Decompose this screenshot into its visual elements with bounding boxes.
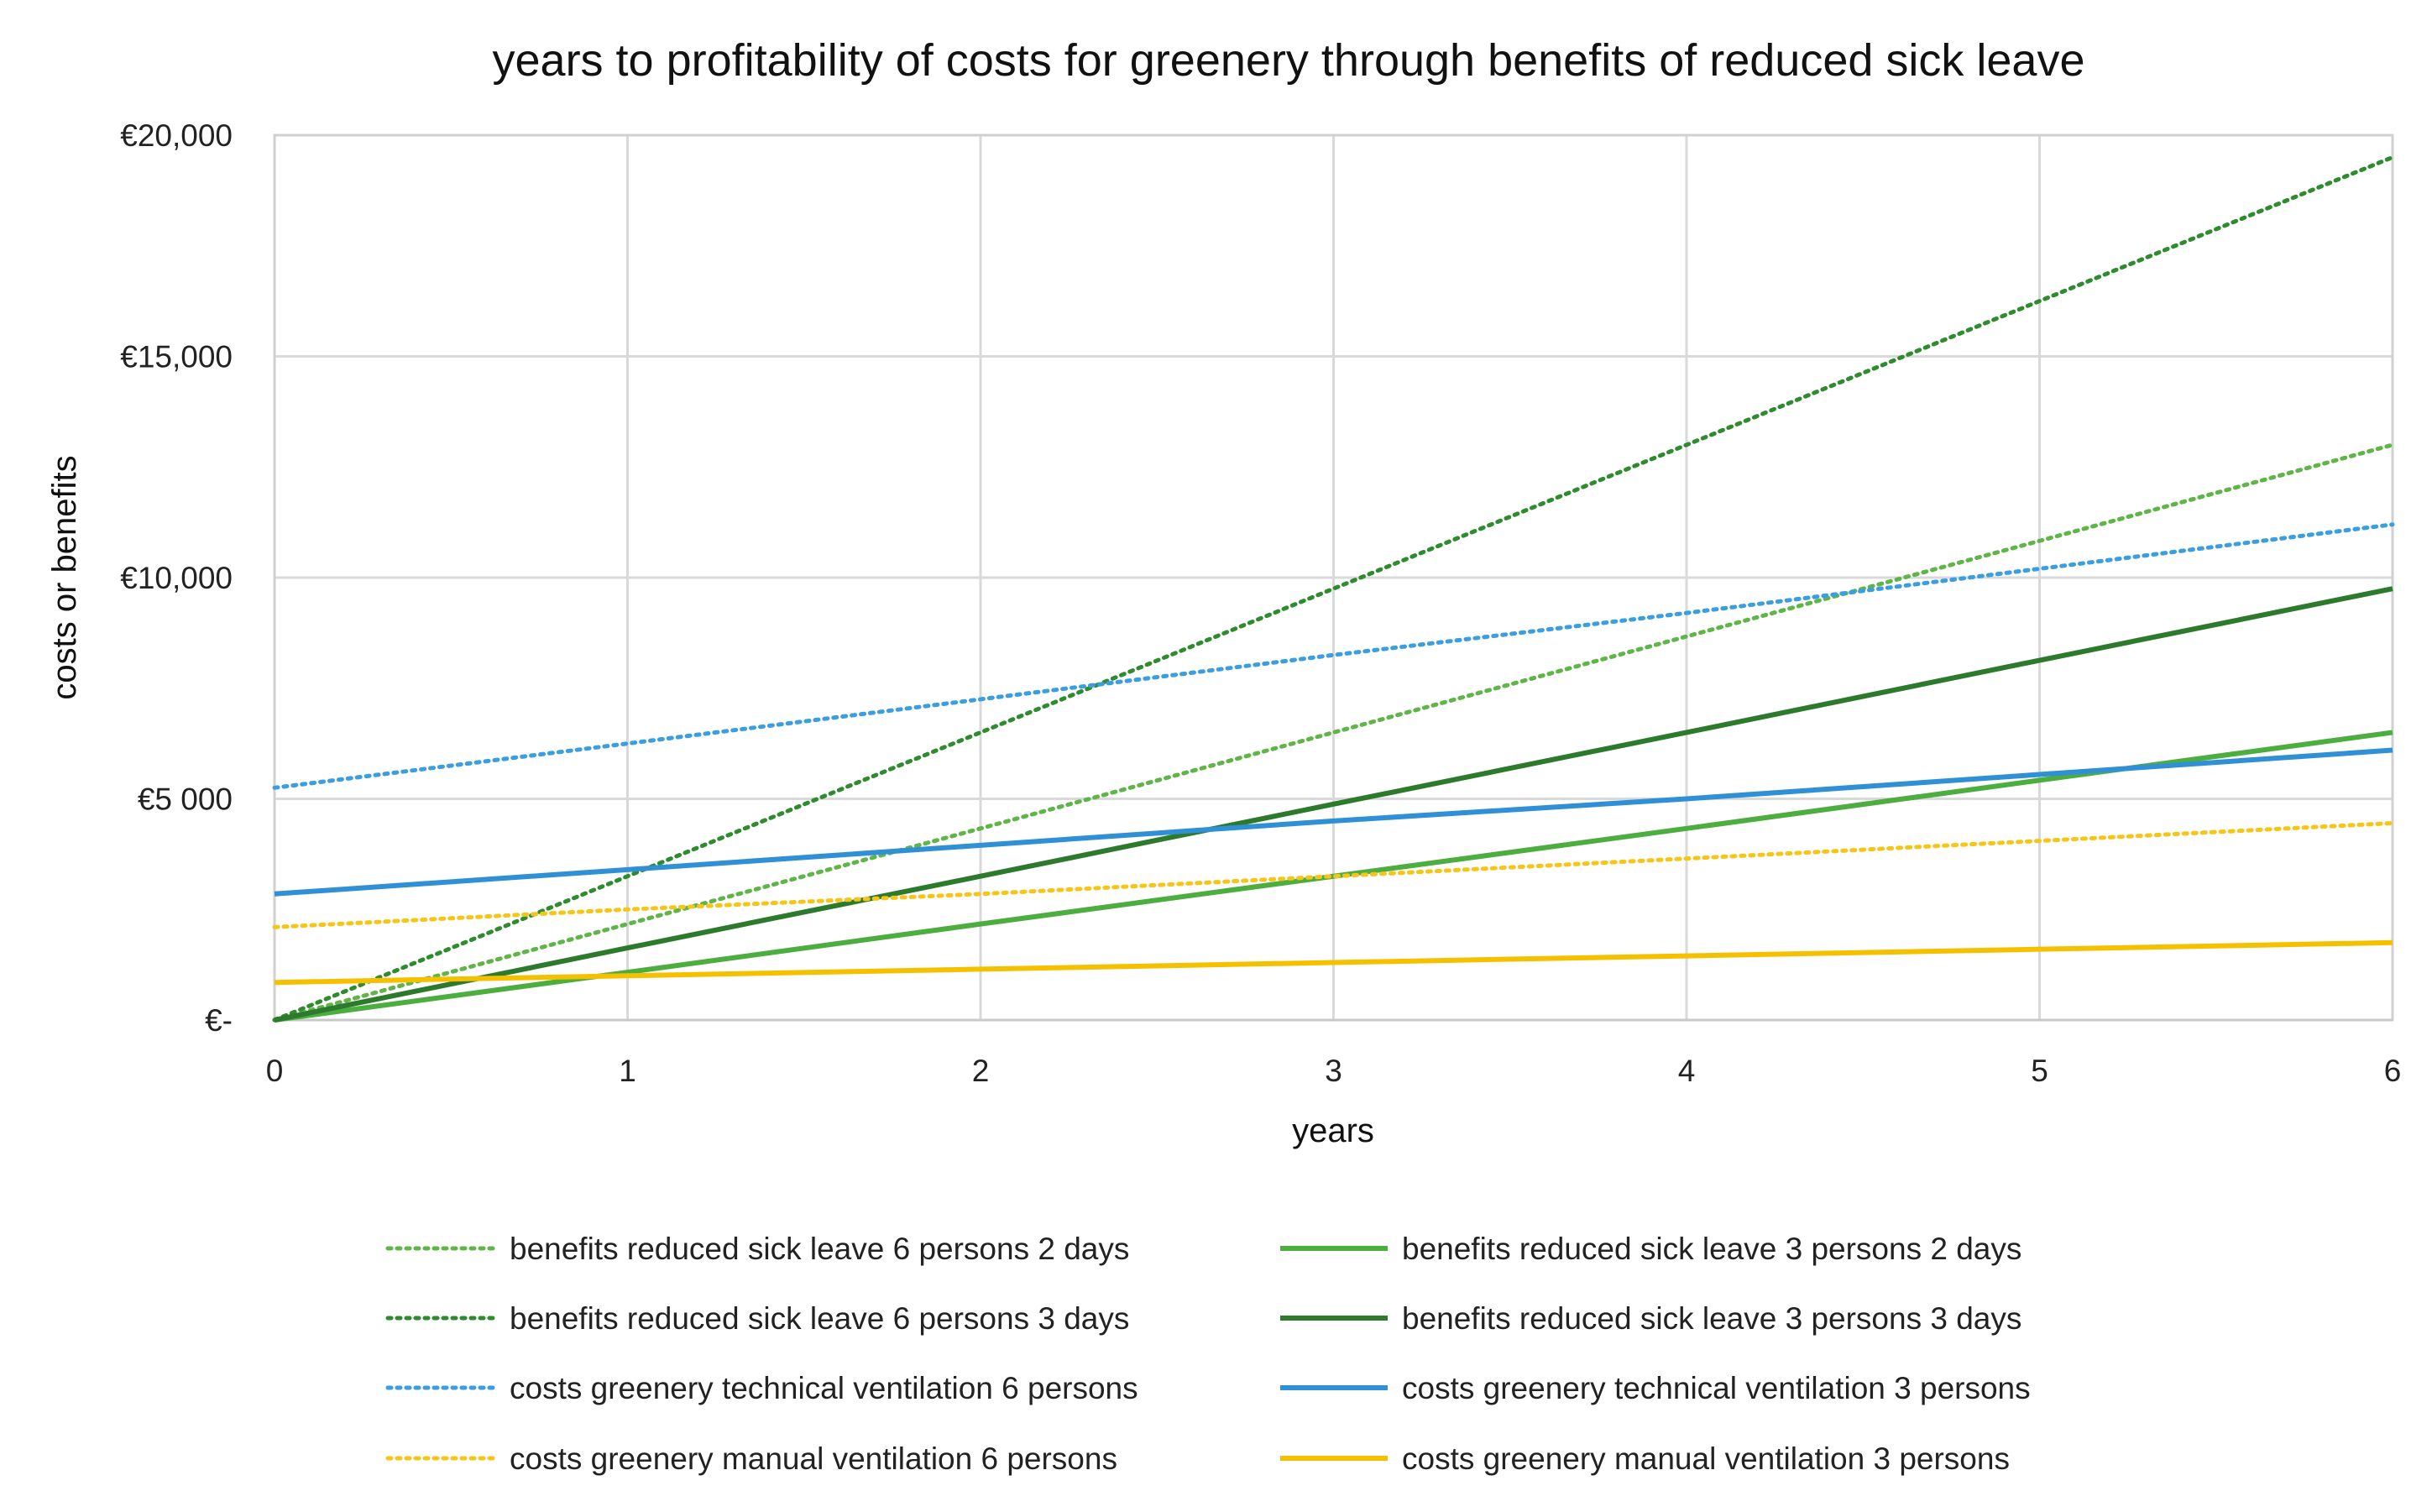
series-line-4 [274,586,2393,1023]
legend-label: costs greenery technical ventilation 6 p… [510,1371,1138,1405]
series-line-6 [274,747,2393,897]
y-tick-label: €5 000 [138,782,233,817]
x-axis-title: years [1292,1112,1374,1149]
legend-label: costs greenery technical ventilation 3 p… [1402,1371,2031,1405]
legend-label: benefits reduced sick leave 3 persons 2 … [1402,1232,2021,1266]
x-axis-ticks: 0 1 2 3 4 5 6 [266,1054,2402,1088]
legend-label: benefits reduced sick leave 3 persons 3 … [1402,1301,2021,1336]
legend-label: costs greenery manual ventilation 3 pers… [1402,1441,2010,1476]
x-tick-label: 3 [1325,1054,1342,1088]
series-line-5 [272,522,2395,790]
y-tick-label: €10,000 [120,561,233,595]
y-axis-title: costs or benefits [46,455,83,699]
series-line-8 [274,939,2393,986]
x-tick-label: 0 [266,1054,284,1088]
series-line-1 [272,442,2395,1023]
y-tick-label: €20,000 [120,118,233,153]
series-line-7 [272,820,2395,929]
y-tick-label: €- [205,1003,233,1038]
x-tick-label: 4 [1678,1054,1696,1088]
x-tick-label: 5 [2031,1054,2048,1088]
x-tick-label: 6 [2384,1054,2402,1088]
x-tick-label: 2 [972,1054,990,1088]
legend-label: benefits reduced sick leave 6 persons 2 … [510,1232,1129,1266]
data-series [272,154,2395,1023]
y-tick-label: €15,000 [120,340,233,374]
legend-label: benefits reduced sick leave 6 persons 3 … [510,1301,1129,1336]
gridlines [273,133,2394,1022]
legend: benefits reduced sick leave 6 persons 2 … [385,1232,2031,1476]
chart-title: years to profitability of costs for gree… [493,35,2085,86]
x-tick-label: 1 [619,1054,636,1088]
legend-label: costs greenery manual ventilation 6 pers… [510,1441,1117,1476]
y-axis-ticks: €- €5 000 €10,000 €15,000 €20,000 [120,118,233,1038]
series-line-3 [272,154,2395,1023]
